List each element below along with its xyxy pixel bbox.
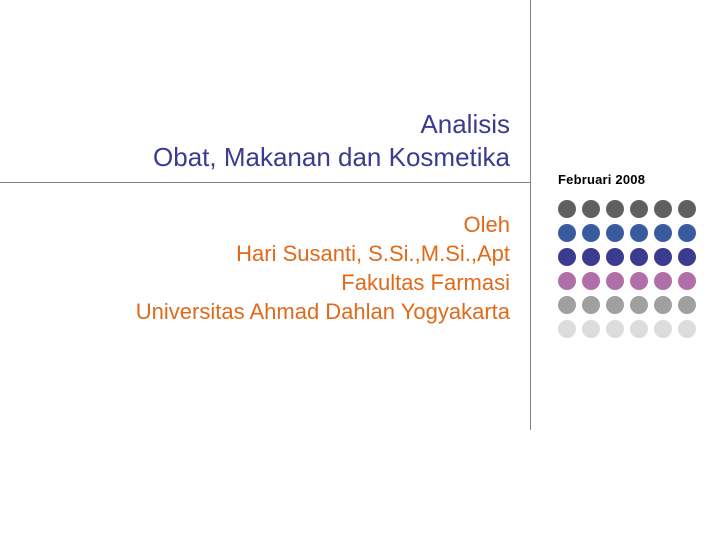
dot-icon [654, 224, 672, 242]
dot-icon [582, 200, 600, 218]
dot-icon [606, 296, 624, 314]
dot-icon [678, 224, 696, 242]
dot-icon [606, 200, 624, 218]
author-line-1: Oleh [132, 210, 510, 239]
dot-icon [582, 248, 600, 266]
dot-icon [654, 296, 672, 314]
title-line-2: Obat, Makanan dan Kosmetika [60, 141, 510, 174]
author-block: Oleh Hari Susanti, S.Si.,M.Si.,Apt Fakul… [132, 210, 510, 326]
dot-icon [606, 224, 624, 242]
dot-icon [558, 200, 576, 218]
dot-icon [582, 296, 600, 314]
dot-icon [678, 296, 696, 314]
dot-icon [630, 272, 648, 290]
dot-icon [630, 224, 648, 242]
dot-icon [558, 224, 576, 242]
dot-icon [654, 248, 672, 266]
dot-icon [678, 200, 696, 218]
author-line-4: Universitas Ahmad Dahlan Yogyakarta [132, 297, 510, 326]
dot-icon [678, 272, 696, 290]
date-label: Februari 2008 [558, 172, 645, 187]
dot-icon [678, 248, 696, 266]
dot-icon [558, 272, 576, 290]
dot-icon [606, 320, 624, 338]
dot-icon [678, 320, 696, 338]
dot-icon [606, 248, 624, 266]
dot-icon [630, 296, 648, 314]
dot-icon [606, 272, 624, 290]
decorative-dot-grid [558, 200, 696, 338]
dot-icon [630, 248, 648, 266]
slide-title: Analisis Obat, Makanan dan Kosmetika [60, 108, 510, 173]
dot-icon [654, 272, 672, 290]
dot-icon [654, 320, 672, 338]
author-line-3: Fakultas Farmasi [132, 268, 510, 297]
author-line-2: Hari Susanti, S.Si.,M.Si.,Apt [132, 239, 510, 268]
dot-icon [654, 200, 672, 218]
vertical-divider [530, 0, 531, 430]
dot-icon [558, 248, 576, 266]
dot-icon [558, 296, 576, 314]
horizontal-divider [0, 182, 530, 183]
dot-icon [630, 320, 648, 338]
title-line-1: Analisis [60, 108, 510, 141]
dot-icon [582, 272, 600, 290]
dot-icon [582, 320, 600, 338]
dot-icon [630, 200, 648, 218]
dot-icon [582, 224, 600, 242]
dot-icon [558, 320, 576, 338]
